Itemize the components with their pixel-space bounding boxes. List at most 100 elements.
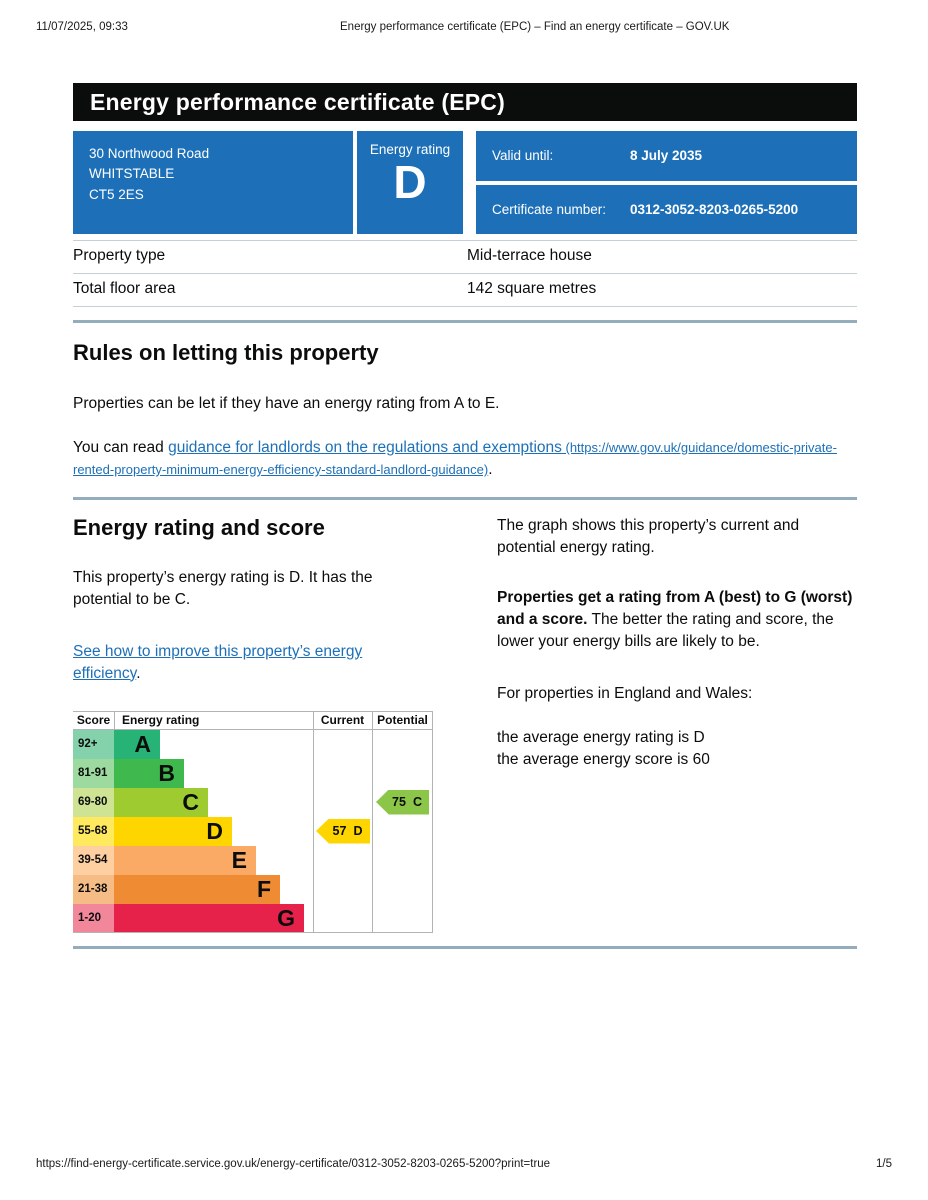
band-letter: D xyxy=(206,817,223,844)
average-score-line: the average energy score is 60 xyxy=(497,750,710,768)
band-score-range: 92+ xyxy=(73,729,114,759)
chart-bottom-border xyxy=(73,931,433,933)
chart-header-row: Score Energy rating Current Potential xyxy=(73,710,433,730)
band-bar: G xyxy=(114,903,304,933)
certificate-number-label: Certificate number: xyxy=(492,201,607,217)
certificate-banner: Energy performance certificate (EPC) xyxy=(73,83,857,121)
epc-band-row: 81-91 B xyxy=(73,758,433,788)
band-score-range: 39-54 xyxy=(73,845,114,875)
band-score-range: 21-38 xyxy=(73,874,114,904)
current-arrow-score: 57 xyxy=(332,824,347,838)
band-bar: A xyxy=(114,729,160,759)
chart-score-header: Score xyxy=(76,713,111,727)
certificate-number-row: Certificate number: 0312-3052-8203-0265-… xyxy=(476,184,857,234)
band-bar: C xyxy=(114,787,208,817)
chart-rating-header: Energy rating xyxy=(114,711,313,729)
rating-explanation: Properties get a rating from A (best) to… xyxy=(497,587,857,653)
address-line-3: CT5 2ES xyxy=(89,186,144,202)
certificate-summary: 30 Northwood Road WHITSTABLE CT5 2ES Ene… xyxy=(73,131,857,234)
section-divider xyxy=(73,320,857,323)
epc-band-row: 1-20 G xyxy=(73,903,433,933)
epc-band-row: 92+ A xyxy=(73,729,433,759)
property-type-label: Property type xyxy=(73,247,166,264)
band-letter: B xyxy=(158,759,175,786)
potential-arrow-score: 75 xyxy=(392,795,406,809)
rating-explanation-rest: The better the rating and score, the low… xyxy=(497,610,834,650)
rules-para1: Properties can be let if they have an en… xyxy=(73,395,500,412)
rating-column-right: The graph shows this property’s current … xyxy=(497,515,857,933)
rating-heading: Energy rating and score xyxy=(73,514,325,540)
valid-until-value: 8 July 2035 xyxy=(630,148,703,164)
valid-until-label: Valid until: xyxy=(492,148,554,164)
potential-arrow-band: C xyxy=(412,795,422,809)
average-rating-line: the average energy rating is D xyxy=(497,728,705,746)
epc-chart-rows: 92+ A 81-91 B 69-80 C 55-68 D 39-54 E 21… xyxy=(73,729,433,933)
rules-para2: You can read guidance for landlords on t… xyxy=(73,437,857,481)
band-bar: D xyxy=(114,816,232,846)
rules-para2-prefix: You can read xyxy=(73,439,169,456)
certificate-number-value: 0312-3052-8203-0265-5200 xyxy=(630,201,799,217)
energy-rating-value: D xyxy=(393,156,427,208)
rules-heading: Rules on letting this property xyxy=(73,340,379,365)
energy-rating-panel: Energy rating D xyxy=(357,131,463,234)
epc-band-row: 21-38 F xyxy=(73,874,433,904)
energy-rating-section: Energy rating and score This property’s … xyxy=(73,515,857,933)
print-page-title: Energy performance certificate (EPC) – F… xyxy=(340,21,730,33)
band-score-range: 55-68 xyxy=(73,816,114,846)
address-line-2: WHITSTABLE xyxy=(89,166,175,182)
chart-column-divider xyxy=(313,710,314,933)
improve-paragraph: See how to improve this property’s energ… xyxy=(73,641,373,685)
energy-rating-label: Energy rating xyxy=(369,142,451,157)
certificate-title: Energy performance certificate (EPC) xyxy=(90,88,505,115)
england-wales-intro: For properties in England and Wales: xyxy=(497,684,753,702)
print-page-indicator: 1/5 xyxy=(876,1158,892,1170)
landlord-guidance-link-text: guidance for landlords on the regulation… xyxy=(168,439,562,456)
band-bar: E xyxy=(114,845,256,875)
print-datetime: 11/07/2025, 09:33 xyxy=(36,21,128,33)
epc-rating-chart: Score Energy rating Current Potential 92… xyxy=(73,710,433,933)
print-footer-url: https://find-energy-certificate.service.… xyxy=(36,1158,551,1170)
band-letter: F xyxy=(256,875,271,902)
key-facts-table: Property type Mid-terrace house Total fl… xyxy=(73,240,857,307)
band-letter: C xyxy=(182,788,199,815)
band-score-range: 81-91 xyxy=(73,758,114,788)
band-letter: A xyxy=(134,730,151,757)
graph-description: The graph shows this property’s current … xyxy=(497,516,800,556)
floor-area-value: 142 square metres xyxy=(467,280,597,297)
certificate-meta: Valid until: 8 July 2035 Certificate num… xyxy=(476,131,857,234)
address-line-1: 30 Northwood Road xyxy=(89,146,210,161)
rating-explanation-bold: Properties get a rating from A (best) to… xyxy=(497,588,853,628)
section-divider xyxy=(73,496,857,500)
browser-print-footer: https://find-energy-certificate.service.… xyxy=(36,1158,892,1170)
current-arrow-band: D xyxy=(353,824,363,838)
property-address: 30 Northwood Road WHITSTABLE CT5 2ES xyxy=(73,131,353,234)
rating-column-left: Energy rating and score This property’s … xyxy=(73,515,433,933)
browser-print-header: 11/07/2025, 09:33 Energy performance cer… xyxy=(36,21,892,33)
improve-efficiency-link[interactable]: See how to improve this property’s energ… xyxy=(73,642,363,682)
epc-band-row: 55-68 D xyxy=(73,816,433,846)
averages: the average energy rating is D the avera… xyxy=(497,727,857,771)
table-row: Total floor area 142 square metres xyxy=(73,274,857,307)
chart-potential-header: Potential xyxy=(377,713,428,727)
band-score-range: 69-80 xyxy=(73,787,114,817)
improve-suffix: . xyxy=(136,664,141,682)
potential-arrow: 75 C xyxy=(376,789,429,815)
section-divider xyxy=(73,945,857,949)
epc-band-row: 39-54 E xyxy=(73,845,433,875)
band-bar: F xyxy=(114,874,280,904)
rating-intro: This property’s energy rating is D. It h… xyxy=(73,568,373,608)
band-score-range: 1-20 xyxy=(73,903,114,933)
epc-band-row: 69-80 C xyxy=(73,787,433,817)
band-bar: B xyxy=(114,758,184,788)
landlord-guidance-link[interactable]: guidance for landlords on the regulation… xyxy=(73,439,837,478)
floor-area-label: Total floor area xyxy=(73,280,176,297)
current-arrow: 57 D xyxy=(316,818,370,844)
band-letter: G xyxy=(277,904,295,931)
band-letter: E xyxy=(231,846,247,873)
chart-current-header: Current xyxy=(320,713,365,727)
chart-column-divider xyxy=(372,710,373,933)
valid-until-row: Valid until: 8 July 2035 xyxy=(476,131,857,181)
landlord-guidance-link-url: (https://www.gov.uk/guidance/domestic-pr… xyxy=(73,440,837,477)
certificate-page: Energy performance certificate (EPC) 30 … xyxy=(73,83,857,949)
chart-column-divider xyxy=(432,710,433,933)
